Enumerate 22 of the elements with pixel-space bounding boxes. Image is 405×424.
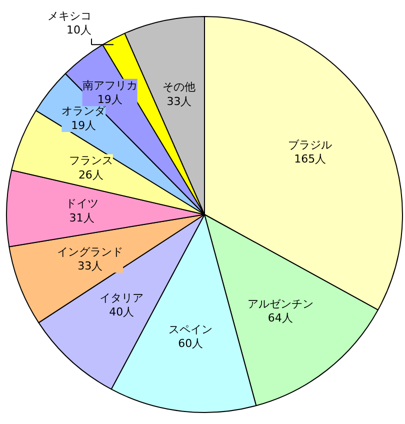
data-label: 10人: [66, 24, 92, 37]
slice-label: メキシコ: [48, 9, 92, 22]
data-label: 31人: [69, 211, 94, 224]
data-label: 165人: [294, 152, 326, 166]
data-label: 60人: [178, 337, 204, 350]
data-label: 33人: [78, 260, 103, 273]
slice-label: その他: [162, 80, 196, 94]
data-label: 26人: [78, 168, 104, 182]
slice-label: オランダ: [62, 104, 107, 118]
slice-label: イングランド: [57, 245, 124, 258]
data-label: 33人: [166, 95, 192, 108]
data-label: 64人: [268, 312, 293, 325]
slice-label: フランス: [68, 154, 113, 168]
slice-label: 南アフリカ: [82, 78, 138, 92]
slice-label: イタリア: [100, 291, 144, 304]
slice-label: ドイツ: [65, 196, 98, 210]
data-label: 40人: [109, 306, 134, 319]
slice-label: ブラジル: [288, 138, 332, 152]
slice-label: スペイン: [168, 322, 213, 336]
data-label: 19人: [97, 93, 122, 106]
slice-label: アルゼンチン: [247, 297, 314, 310]
data-label: 19人: [71, 118, 96, 132]
